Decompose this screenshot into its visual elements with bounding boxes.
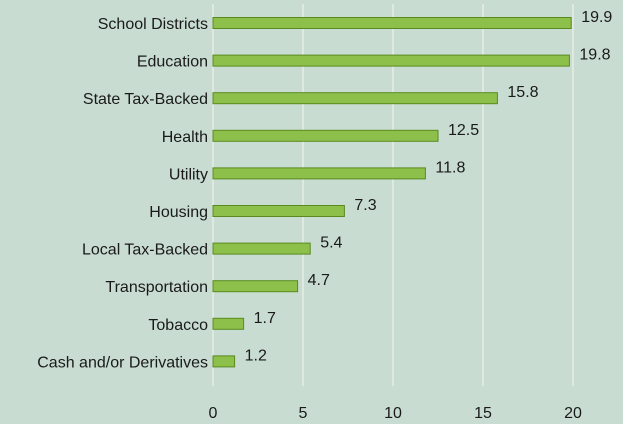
bars xyxy=(212,17,572,368)
bar xyxy=(212,280,299,293)
category-label: Health xyxy=(162,129,208,146)
data-label: 15.8 xyxy=(507,84,538,101)
category-label: School Districts xyxy=(98,16,208,33)
x-tick-label: 15 xyxy=(474,405,492,422)
category-label: Local Tax-Backed xyxy=(82,242,208,259)
bar xyxy=(212,167,426,180)
data-label: 1.2 xyxy=(245,347,267,364)
bar xyxy=(212,92,498,105)
category-label: Education xyxy=(137,54,208,71)
bar xyxy=(212,54,570,67)
category-label: Utility xyxy=(169,166,208,183)
bar xyxy=(212,129,439,142)
x-tick-label: 20 xyxy=(564,405,582,422)
category-label: Housing xyxy=(149,204,208,221)
data-label: 12.5 xyxy=(448,122,479,139)
bar xyxy=(212,242,311,255)
data-label: 5.4 xyxy=(320,235,342,252)
data-label: 7.3 xyxy=(354,197,376,214)
gridlines xyxy=(212,4,574,386)
x-tick-label: 0 xyxy=(209,405,218,422)
data-label: 1.7 xyxy=(254,310,276,327)
data-label: 11.8 xyxy=(435,159,465,176)
data-label: 19.9 xyxy=(581,9,612,26)
bar xyxy=(212,355,236,368)
bar xyxy=(212,205,345,217)
labels: 0 5 10 15 20 School Districts 19.9 Education 19.… xyxy=(37,9,612,422)
x-tick-label: 10 xyxy=(384,405,402,422)
category-label: State Tax-Backed xyxy=(83,91,208,108)
category-label: Tobacco xyxy=(148,317,208,334)
category-label: Transportation xyxy=(105,279,208,296)
data-label: 4.7 xyxy=(308,272,330,289)
data-label: 19.8 xyxy=(579,47,610,64)
bar xyxy=(212,17,572,29)
category-label: Cash and/or Derivatives xyxy=(37,354,208,371)
bar xyxy=(212,317,245,330)
x-tick-label: 5 xyxy=(299,405,308,422)
